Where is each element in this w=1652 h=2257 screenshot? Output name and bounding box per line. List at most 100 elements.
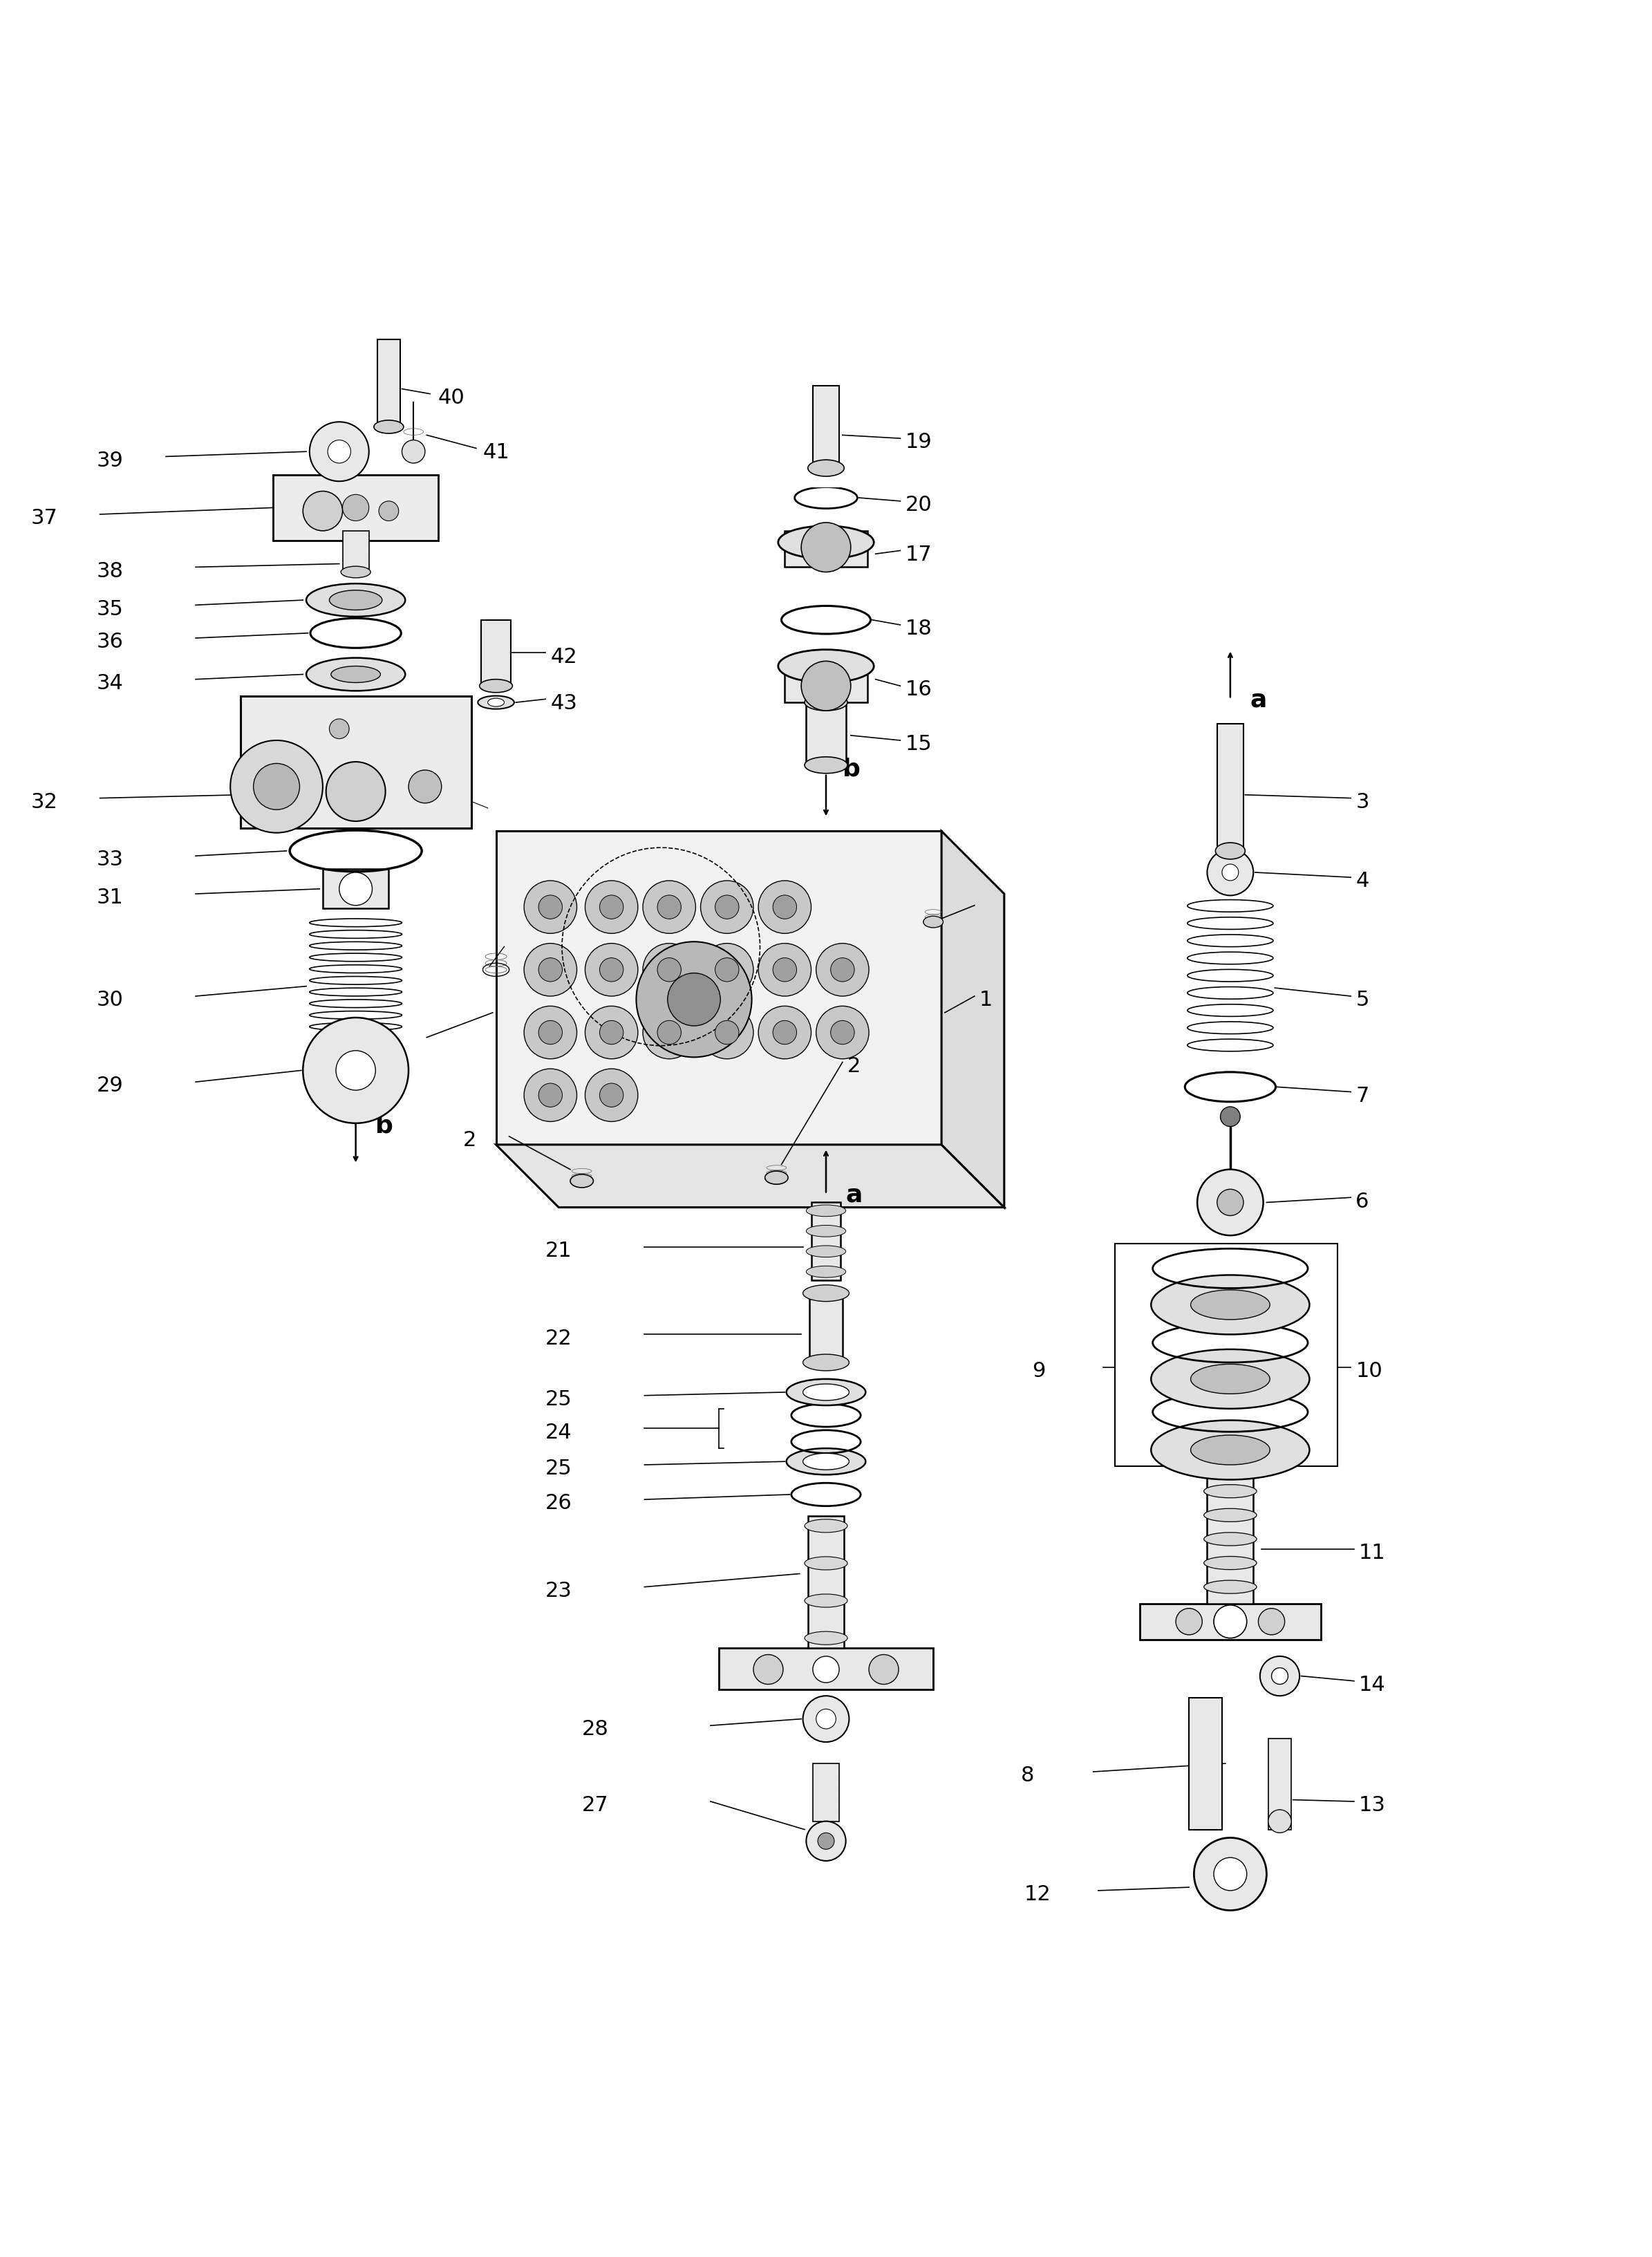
Text: 38: 38 [97, 562, 124, 580]
Circle shape [1259, 1609, 1285, 1634]
Ellipse shape [1204, 1557, 1257, 1571]
Polygon shape [496, 1144, 1004, 1207]
Circle shape [335, 1052, 375, 1090]
Circle shape [524, 943, 577, 998]
Circle shape [801, 524, 851, 573]
Circle shape [539, 1083, 562, 1108]
Ellipse shape [1191, 1365, 1270, 1395]
Text: 7: 7 [1356, 1086, 1370, 1106]
Circle shape [1222, 864, 1239, 880]
Circle shape [758, 943, 811, 998]
Circle shape [1272, 1668, 1289, 1684]
Circle shape [806, 1821, 846, 1862]
Text: 33: 33 [97, 849, 124, 869]
Text: 21: 21 [545, 1241, 572, 1262]
Circle shape [715, 959, 738, 982]
Text: 34: 34 [97, 673, 124, 693]
Circle shape [700, 880, 753, 934]
Text: 18: 18 [905, 618, 932, 639]
Ellipse shape [306, 585, 405, 616]
Ellipse shape [340, 567, 370, 578]
Text: 40: 40 [438, 388, 464, 409]
Circle shape [1208, 849, 1254, 896]
Circle shape [302, 1018, 408, 1124]
Circle shape [325, 763, 385, 822]
Text: 17: 17 [905, 544, 932, 564]
Ellipse shape [487, 700, 504, 706]
Bar [809, 1293, 843, 1363]
Circle shape [1214, 1605, 1247, 1639]
Text: 25: 25 [545, 1458, 572, 1478]
Bar [1140, 1605, 1322, 1641]
Text: 23: 23 [545, 1580, 572, 1600]
Text: 10: 10 [1356, 1361, 1383, 1381]
Ellipse shape [805, 695, 847, 711]
Ellipse shape [806, 1266, 846, 1277]
Circle shape [585, 943, 638, 998]
Bar [1189, 1697, 1222, 1830]
Ellipse shape [778, 526, 874, 560]
Circle shape [585, 880, 638, 934]
Ellipse shape [373, 420, 403, 433]
Ellipse shape [786, 1449, 866, 1474]
Bar [273, 476, 438, 542]
Text: 25: 25 [545, 1388, 572, 1408]
Circle shape [408, 770, 441, 803]
Circle shape [753, 1654, 783, 1684]
Text: 41: 41 [482, 442, 509, 463]
Ellipse shape [570, 1174, 593, 1187]
Ellipse shape [806, 1205, 846, 1217]
Ellipse shape [479, 679, 512, 693]
Ellipse shape [1151, 1275, 1310, 1334]
Bar [1218, 724, 1244, 851]
Ellipse shape [806, 1226, 846, 1237]
Circle shape [600, 959, 623, 982]
Circle shape [801, 661, 851, 711]
Text: 31: 31 [97, 887, 124, 907]
Bar [785, 530, 867, 567]
Ellipse shape [1151, 1350, 1310, 1408]
Text: 2: 2 [377, 1031, 390, 1052]
Circle shape [715, 1020, 738, 1045]
Text: 24: 24 [545, 1422, 572, 1442]
Circle shape [643, 1007, 695, 1059]
Text: 29: 29 [97, 1077, 124, 1095]
Bar [811, 1203, 841, 1280]
Circle shape [585, 1070, 638, 1122]
Ellipse shape [806, 1246, 846, 1257]
Text: 2: 2 [847, 1056, 861, 1077]
Circle shape [1221, 1106, 1241, 1126]
Circle shape [339, 873, 372, 905]
Text: 35: 35 [97, 598, 124, 618]
Bar [808, 1517, 844, 1648]
Circle shape [253, 763, 299, 810]
Circle shape [1260, 1657, 1300, 1695]
Text: 19: 19 [905, 431, 932, 451]
Ellipse shape [803, 1284, 849, 1302]
Circle shape [758, 1007, 811, 1059]
Ellipse shape [805, 758, 847, 774]
Circle shape [302, 492, 342, 530]
Circle shape [831, 959, 854, 982]
Text: 14: 14 [1360, 1675, 1386, 1695]
Circle shape [715, 896, 738, 919]
Bar [240, 695, 471, 828]
Text: 4: 4 [1356, 871, 1370, 892]
Text: 27: 27 [582, 1794, 608, 1815]
Text: 39: 39 [97, 451, 124, 469]
Ellipse shape [803, 1454, 849, 1469]
Bar [377, 341, 400, 427]
Circle shape [818, 1833, 834, 1848]
Circle shape [773, 959, 796, 982]
Circle shape [230, 740, 322, 833]
Text: 12: 12 [1024, 1885, 1051, 1905]
Circle shape [539, 1020, 562, 1045]
Circle shape [700, 943, 753, 998]
Circle shape [327, 440, 350, 463]
Ellipse shape [808, 460, 844, 476]
Circle shape [773, 1020, 796, 1045]
Circle shape [539, 896, 562, 919]
Circle shape [309, 422, 368, 481]
Ellipse shape [1204, 1580, 1257, 1593]
Ellipse shape [803, 1354, 849, 1370]
